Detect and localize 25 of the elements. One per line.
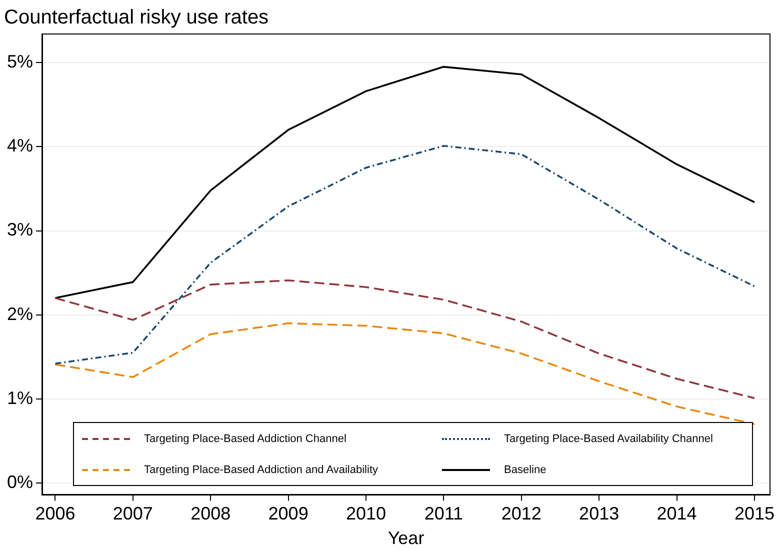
- y-tick-label: 4%: [7, 136, 34, 156]
- x-tick-label: 2011: [424, 504, 464, 524]
- legend-label: Targeting Place-Based Addiction Channel: [144, 432, 346, 444]
- x-tick-label: 2014: [656, 504, 697, 524]
- legend-label: Baseline: [504, 464, 546, 476]
- y-tick-label: 2%: [7, 304, 34, 324]
- y-tick-label: 3%: [7, 220, 34, 240]
- legend-label: Targeting Place-Based Addiction and Availability: [144, 464, 378, 476]
- x-tick-label: 2010: [346, 504, 386, 524]
- x-tick-label: 2007: [112, 504, 153, 524]
- y-tick-label: 1%: [7, 388, 34, 408]
- chart-title: Counterfactual risky use rates: [4, 6, 269, 29]
- x-axis-title: Year: [388, 528, 424, 548]
- y-tick-label: 0%: [7, 472, 34, 492]
- line-series: [54, 279, 756, 399]
- line-series: [54, 322, 756, 426]
- x-tick-label: 2012: [501, 504, 542, 524]
- x-tick-label: 2008: [190, 504, 231, 524]
- x-tick-label: 2015: [734, 504, 774, 524]
- x-tick-label: 2009: [268, 504, 308, 524]
- line-series: [54, 144, 756, 365]
- y-tick-label: 5%: [7, 52, 34, 72]
- x-tick-label: 2013: [579, 504, 620, 524]
- legend-label: Targeting Place-Based Availability Channel: [504, 432, 713, 444]
- x-tick-label: 2006: [35, 504, 76, 524]
